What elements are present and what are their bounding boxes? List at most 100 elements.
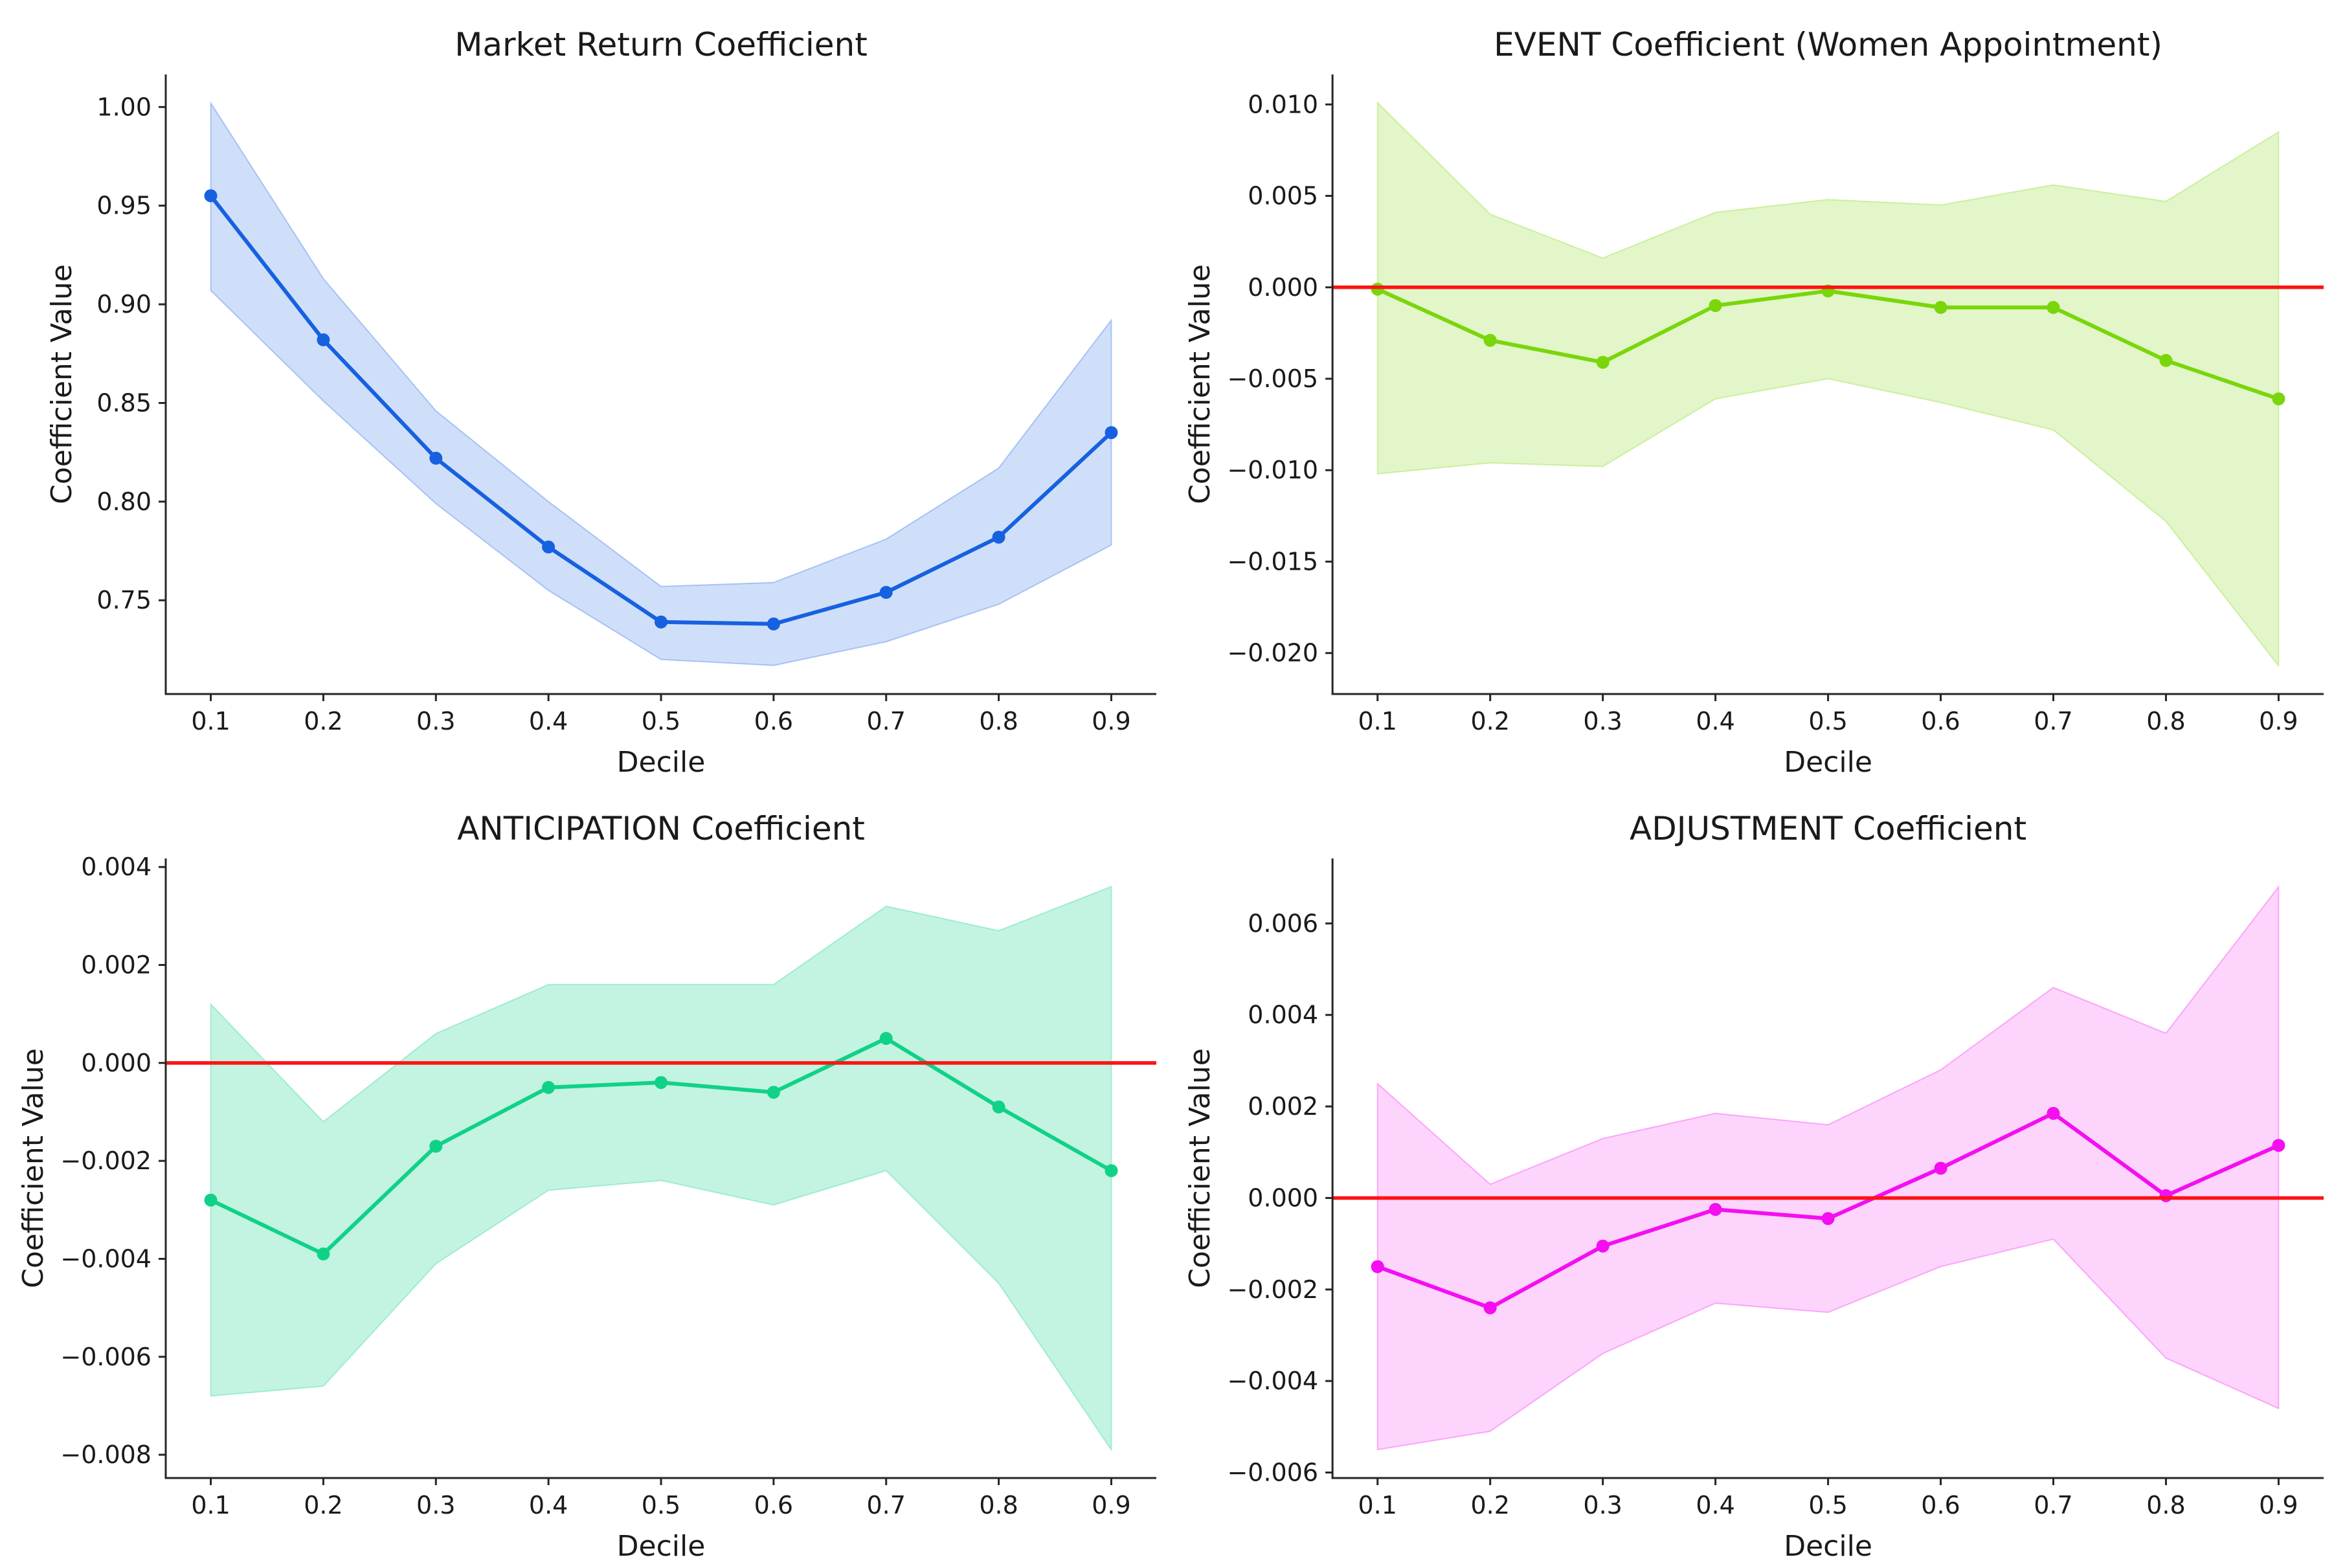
x-tick-label: 0.1 bbox=[1358, 1491, 1397, 1519]
x-tick-label: 0.3 bbox=[1583, 1491, 1622, 1519]
event-point-marker bbox=[1483, 333, 1497, 347]
adjustment-point-marker bbox=[1709, 1203, 1722, 1216]
event-confidence-band bbox=[1376, 101, 2280, 668]
event-point-marker bbox=[1934, 300, 1947, 314]
event-point-marker bbox=[2272, 392, 2285, 406]
x-tick-label: 0.2 bbox=[1470, 1491, 1509, 1519]
chart-title: ADJUSTMENT Coefficient bbox=[1630, 810, 2026, 847]
event-point-marker bbox=[1596, 355, 1610, 369]
anticipation-confidence-band bbox=[210, 886, 1112, 1452]
anticipation-point-marker bbox=[992, 1100, 1005, 1114]
x-axis-label: Decile bbox=[1784, 746, 1872, 779]
x-tick-label: 0.6 bbox=[1921, 1491, 1960, 1519]
y-tick-label: −0.006 bbox=[60, 1343, 151, 1371]
market-return-plot: 0.1 0.2 0.3 0.4 0.5 0.6 0.7 0.8 0.9 1.00 0.95 0.90 0… bbox=[45, 26, 1156, 779]
x-axis-label: Decile bbox=[617, 1530, 706, 1563]
y-tick-label: −0.008 bbox=[60, 1440, 151, 1469]
y-tick-label: −0.006 bbox=[1227, 1459, 1318, 1487]
market-return-confidence-band bbox=[210, 100, 1112, 666]
y-tick-label: 0.000 bbox=[1248, 1183, 1318, 1212]
anticipation-point-marker bbox=[317, 1247, 330, 1260]
x-tick-label: 0.7 bbox=[867, 707, 906, 735]
y-axis-label: Coefficient Value bbox=[1184, 1048, 1217, 1288]
market-return-point-marker bbox=[542, 540, 555, 554]
x-tick-label: 0.3 bbox=[416, 1491, 455, 1519]
anticipation-point-marker bbox=[429, 1139, 443, 1153]
x-tick-label: 0.3 bbox=[416, 707, 455, 735]
y-tick-label: −0.004 bbox=[60, 1244, 151, 1273]
anticipation-plot: 0.1 0.2 0.3 0.4 0.5 0.6 0.7 0.8 0.9 0.004 0.002 0.0… bbox=[17, 810, 1156, 1563]
adjustment-point-marker bbox=[1371, 1260, 1384, 1273]
y-tick-label: −0.020 bbox=[1227, 639, 1318, 667]
x-tick-label: 0.8 bbox=[979, 707, 1018, 735]
event-point-marker bbox=[2047, 300, 2060, 314]
x-tick-label: 0.9 bbox=[1092, 707, 1130, 735]
y-tick-label: 0.75 bbox=[96, 586, 151, 614]
y-axis-label: Coefficient Value bbox=[1184, 264, 1217, 504]
y-tick-label: 0.000 bbox=[81, 1049, 151, 1077]
y-tick-label: 0.90 bbox=[96, 290, 151, 319]
event-point-marker bbox=[1371, 282, 1384, 296]
market-return-point-marker bbox=[204, 189, 218, 203]
adjustment-point-marker bbox=[2159, 1189, 2173, 1202]
x-tick-label: 0.6 bbox=[754, 1491, 793, 1519]
adjustment-point-marker bbox=[1483, 1301, 1497, 1315]
chart-anticipation: 0.1 0.2 0.3 0.4 0.5 0.6 0.7 0.8 0.9 0.004 0.002 0.0… bbox=[0, 784, 1167, 1568]
y-tick-label: 0.000 bbox=[1248, 273, 1318, 302]
x-tick-label: 0.7 bbox=[2034, 1491, 2072, 1519]
x-tick-label: 0.3 bbox=[1583, 707, 1622, 735]
x-tick-label: 0.8 bbox=[2146, 707, 2185, 735]
x-tick-label: 0.5 bbox=[1808, 707, 1847, 735]
x-tick-label: 0.5 bbox=[1808, 1491, 1847, 1519]
y-tick-label: −0.005 bbox=[1227, 364, 1318, 393]
x-tick-label: 0.2 bbox=[304, 1491, 342, 1519]
y-tick-label: −0.002 bbox=[1227, 1275, 1318, 1304]
chart-title: Market Return Coefficient bbox=[454, 26, 868, 63]
x-tick-label: 0.9 bbox=[2259, 707, 2298, 735]
y-tick-label: −0.004 bbox=[1227, 1367, 1318, 1395]
adjustment-confidence-band bbox=[1376, 884, 2280, 1451]
y-axis-label: Coefficient Value bbox=[45, 264, 78, 504]
market-return-point-marker bbox=[655, 615, 668, 629]
x-tick-label: 0.2 bbox=[304, 707, 342, 735]
market-return-point-marker bbox=[1105, 426, 1118, 440]
y-axis-label: Coefficient Value bbox=[17, 1048, 50, 1288]
anticipation-point-marker bbox=[542, 1081, 555, 1094]
y-tick-label: −0.015 bbox=[1227, 548, 1318, 576]
event-point-marker bbox=[1709, 299, 1722, 312]
event-point-marker bbox=[2159, 353, 2173, 367]
adjustment-plot: 0.1 0.2 0.3 0.4 0.5 0.6 0.7 0.8 0.9 0.006 0.004 0.0… bbox=[1184, 810, 2324, 1563]
x-tick-label: 0.5 bbox=[642, 1491, 680, 1519]
chart-event: 0.1 0.2 0.3 0.4 0.5 0.6 0.7 0.8 0.9 0.010 0.005 0.0… bbox=[1167, 0, 2334, 784]
market-return-point-marker bbox=[429, 451, 443, 465]
chart-market-return: 0.1 0.2 0.3 0.4 0.5 0.6 0.7 0.8 0.9 1.00 0.95 0.90 0… bbox=[0, 0, 1167, 784]
x-tick-label: 0.1 bbox=[191, 1491, 230, 1519]
market-return-point-marker bbox=[317, 333, 330, 346]
anticipation-point-marker bbox=[1105, 1164, 1118, 1178]
x-tick-label: 0.9 bbox=[2259, 1491, 2298, 1519]
x-tick-label: 0.8 bbox=[979, 1491, 1018, 1519]
x-tick-label: 0.6 bbox=[1921, 707, 1960, 735]
chart-adjustment: 0.1 0.2 0.3 0.4 0.5 0.6 0.7 0.8 0.9 0.006 0.004 0.0… bbox=[1167, 784, 2334, 1568]
y-tick-label: 0.85 bbox=[96, 388, 151, 417]
y-tick-label: 0.002 bbox=[1248, 1092, 1318, 1121]
y-tick-label: 0.005 bbox=[1248, 182, 1318, 210]
y-tick-label: 0.80 bbox=[96, 487, 151, 516]
adjustment-point-marker bbox=[2047, 1106, 2060, 1120]
x-tick-label: 0.1 bbox=[191, 707, 230, 735]
x-tick-label: 0.4 bbox=[1696, 1491, 1734, 1519]
x-tick-label: 0.8 bbox=[2146, 1491, 2185, 1519]
x-tick-label: 0.5 bbox=[642, 707, 680, 735]
chart-title: ANTICIPATION Coefficient bbox=[457, 810, 865, 847]
event-plot: 0.1 0.2 0.3 0.4 0.5 0.6 0.7 0.8 0.9 0.010 0.005 0.0… bbox=[1184, 26, 2324, 779]
y-tick-label: −0.010 bbox=[1227, 456, 1318, 484]
anticipation-point-marker bbox=[879, 1032, 893, 1045]
y-tick-label: 0.95 bbox=[96, 192, 151, 220]
y-tick-label: 1.00 bbox=[96, 93, 151, 121]
adjustment-point-marker bbox=[1934, 1161, 1947, 1175]
x-tick-label: 0.1 bbox=[1358, 707, 1397, 735]
x-tick-label: 0.4 bbox=[1696, 707, 1734, 735]
x-tick-label: 0.9 bbox=[1092, 1491, 1130, 1519]
adjustment-point-marker bbox=[2272, 1139, 2285, 1152]
